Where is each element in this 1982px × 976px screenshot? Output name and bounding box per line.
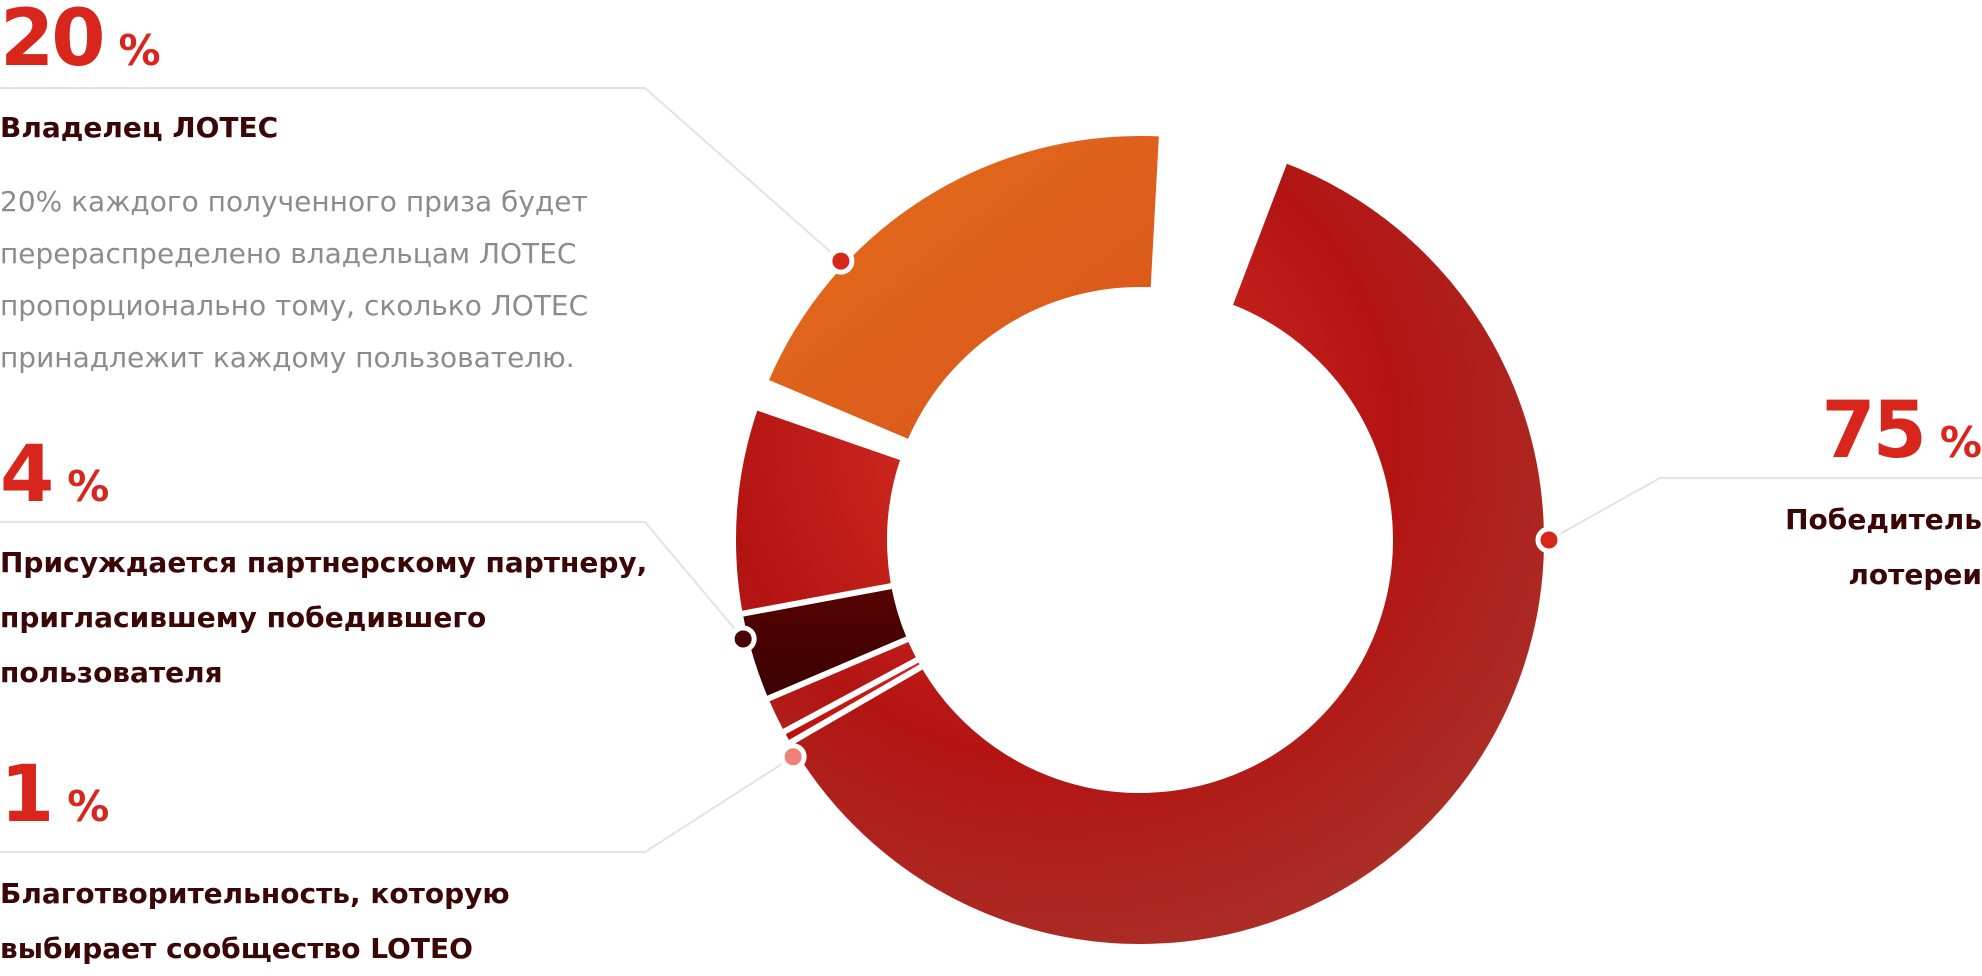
winner-label: Победитель лотереи — [1785, 503, 1982, 591]
charity-percent-sign: % — [67, 782, 110, 831]
winner-percent: 75% — [1821, 392, 1982, 470]
owner-percent: 20% — [0, 0, 161, 78]
slice-winner — [730, 155, 1550, 950]
owner-label: Владелец ЛОТЕС — [0, 111, 279, 144]
leader-line-partner — [0, 521, 744, 640]
owner-percent-sign: % — [118, 26, 161, 75]
marker-dot-charity — [779, 743, 807, 771]
charity-percent: 1% — [0, 756, 109, 834]
marker-dot-partner — [729, 625, 757, 653]
partner-percent: 4% — [0, 436, 109, 514]
charity-percent-value: 1 — [0, 750, 54, 840]
marker-dot-owner — [827, 247, 855, 275]
partner-percent-value: 4 — [0, 430, 54, 520]
slice-charity — [777, 654, 928, 749]
leader-line-winner — [1548, 477, 1982, 541]
leader-line-charity — [0, 755, 794, 853]
slice-partner — [736, 582, 914, 704]
winner-percent-value: 75 — [1821, 386, 1927, 476]
partner-label: Присуждается партнерскому партнеру, приг… — [0, 546, 648, 689]
owner-description: 20% каждого полученного приза будет пере… — [0, 185, 589, 374]
owner-percent-value: 20 — [0, 0, 106, 84]
marker-dot-winner — [1535, 526, 1563, 554]
partner-percent-sign: % — [67, 462, 110, 511]
slice-owner — [761, 130, 1166, 447]
charity-label: Благотворительность, которую выбирает со… — [0, 877, 510, 965]
leader-line-owner — [0, 87, 842, 262]
winner-percent-sign: % — [1939, 418, 1982, 467]
